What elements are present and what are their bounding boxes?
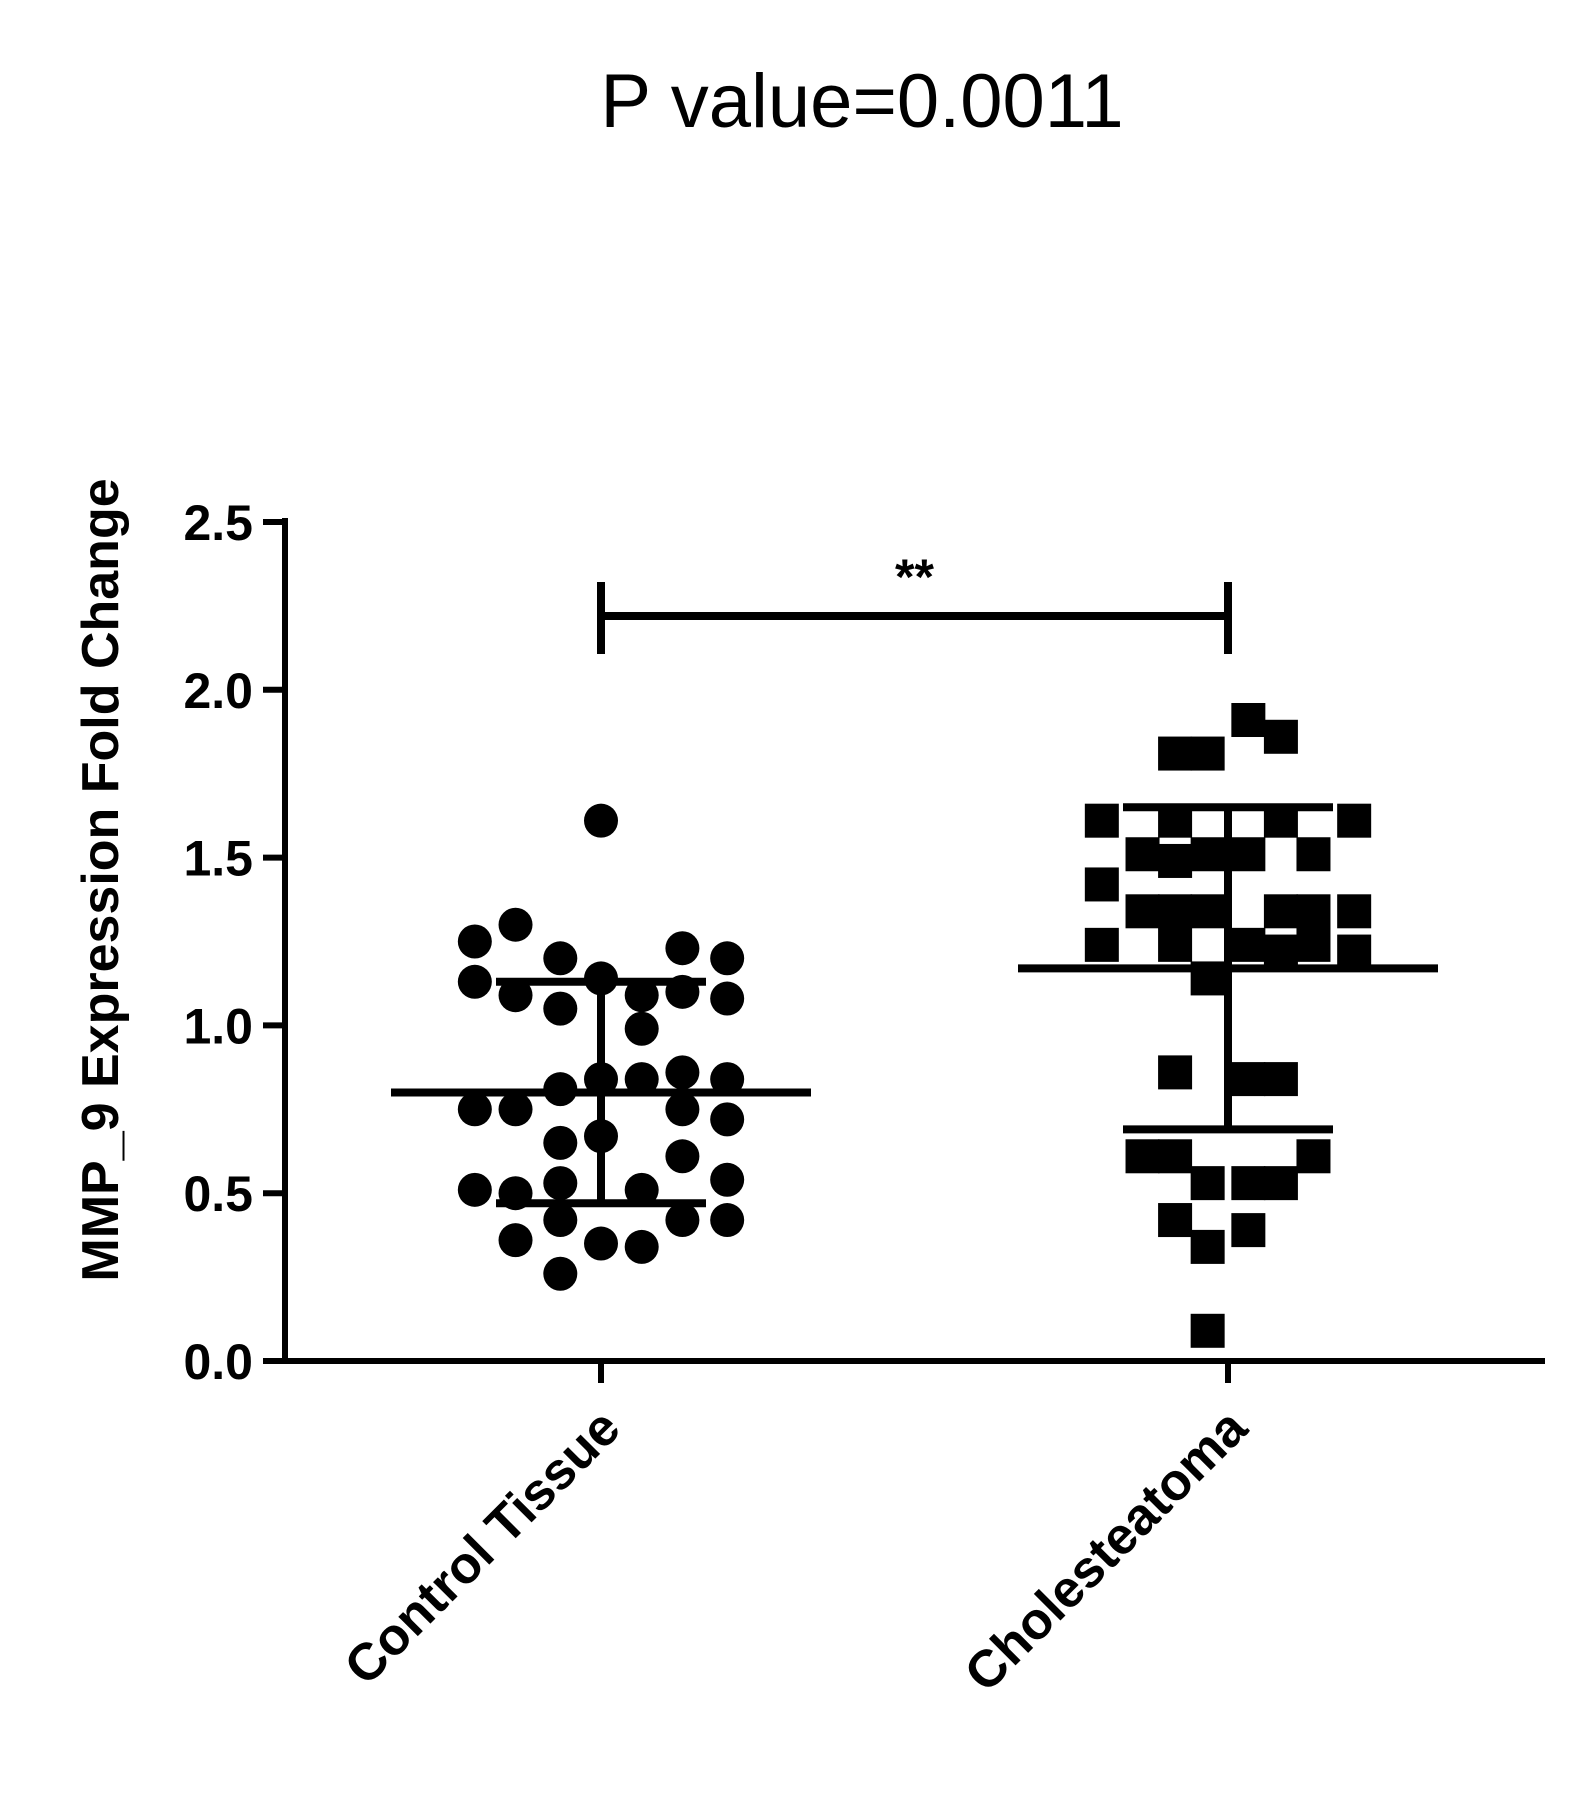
y-tick-label: 2.0 <box>183 663 253 719</box>
data-point <box>624 1172 659 1207</box>
data-point <box>543 1256 578 1291</box>
data-point <box>710 1062 745 1097</box>
x-category-label: Control Tissue <box>334 1398 632 1696</box>
y-tick-label: 0.0 <box>183 1334 253 1390</box>
data-point <box>1296 1139 1331 1174</box>
data-point <box>543 1203 578 1238</box>
data-point <box>1125 894 1160 929</box>
data-point <box>1296 927 1331 962</box>
data-point <box>1190 1229 1225 1264</box>
data-point <box>1296 837 1331 872</box>
data-point <box>1158 736 1193 771</box>
data-point <box>543 1166 578 1201</box>
data-point <box>584 1226 618 1261</box>
data-point <box>1125 837 1160 872</box>
data-point <box>498 907 533 942</box>
data-point <box>1158 927 1193 962</box>
data-point <box>457 1092 492 1127</box>
data-point <box>1190 1166 1225 1201</box>
data-point <box>624 1229 659 1264</box>
data-point <box>1190 837 1225 872</box>
data-point <box>1190 1313 1225 1348</box>
data-point <box>1296 894 1331 929</box>
data-point <box>1337 934 1372 969</box>
data-point <box>1158 1139 1193 1174</box>
data-point <box>624 1011 659 1046</box>
data-point <box>665 1055 700 1090</box>
y-tick-label: 0.5 <box>183 1166 253 1222</box>
data-point <box>457 1172 492 1207</box>
data-point <box>665 931 700 966</box>
significance-label: ** <box>895 549 934 605</box>
plot-area: 0.0 0.5 1.0 1.5 2.0 2.5 Control Tissue Choleste… <box>183 495 1545 1703</box>
data-point <box>1231 1062 1266 1097</box>
data-point <box>1084 867 1119 902</box>
data-point <box>543 1125 578 1160</box>
data-point <box>543 991 578 1026</box>
data-point <box>624 1062 659 1097</box>
data-point <box>1158 894 1193 929</box>
data-point <box>584 803 618 838</box>
data-point <box>457 964 492 999</box>
data-point <box>1158 843 1193 878</box>
data-point <box>710 1203 745 1238</box>
data-point <box>1190 894 1225 929</box>
y-tick-label: 1.5 <box>183 831 253 887</box>
data-point <box>1158 1055 1193 1090</box>
data-point <box>1263 1062 1298 1097</box>
data-point <box>1231 703 1266 738</box>
data-point <box>1231 837 1266 872</box>
data-point <box>457 924 492 959</box>
data-point <box>1263 719 1298 754</box>
x-category-label: Cholesteatoma <box>954 1398 1259 1703</box>
data-point <box>665 1203 700 1238</box>
data-point <box>1263 1166 1298 1201</box>
data-point <box>1084 927 1119 962</box>
data-point <box>1231 1213 1266 1248</box>
data-point <box>710 1162 745 1197</box>
data-point <box>1158 1203 1193 1238</box>
data-point <box>1337 803 1372 838</box>
data-point <box>498 1092 533 1127</box>
y-axis-title: MMP_9 Expression Fold Change <box>72 478 130 1281</box>
data-point <box>1190 736 1225 771</box>
y-tick-label: 2.5 <box>183 495 253 551</box>
data-point <box>498 1223 533 1258</box>
data-point <box>1263 894 1298 929</box>
data-point <box>498 978 533 1013</box>
chart-title: P value=0.0011 <box>600 59 1123 144</box>
data-point <box>1125 1139 1160 1174</box>
data-point <box>710 941 745 976</box>
data-point <box>1337 894 1372 929</box>
data-point <box>1231 927 1266 962</box>
data-point <box>543 941 578 976</box>
data-point <box>710 981 745 1016</box>
data-point <box>665 1139 700 1174</box>
data-point <box>1084 803 1119 838</box>
data-point <box>1231 1166 1266 1201</box>
y-tick-label: 1.0 <box>183 998 253 1054</box>
data-point <box>665 1092 700 1127</box>
data-point <box>710 1102 745 1137</box>
data-point <box>1263 934 1298 969</box>
data-point <box>624 978 659 1013</box>
